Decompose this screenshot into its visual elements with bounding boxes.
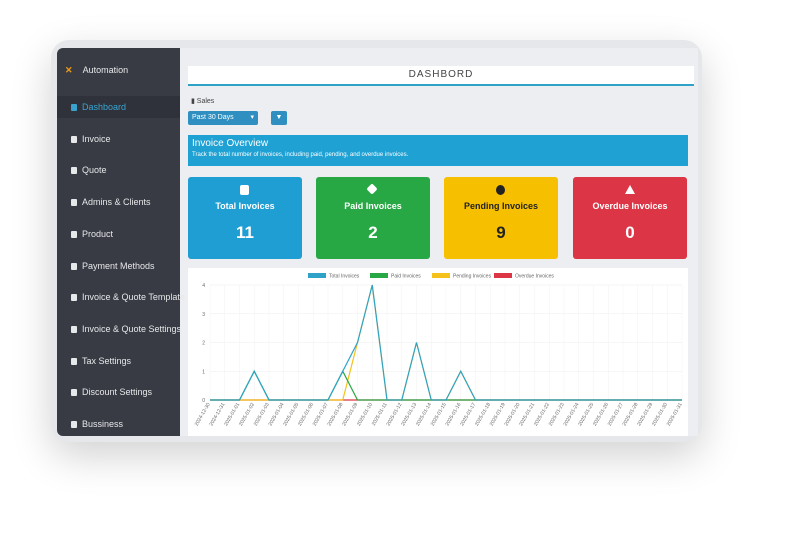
series-line — [210, 284, 682, 401]
nav-item[interactable]: Invoice — [57, 128, 180, 150]
nav-label: Payment Methods — [82, 260, 155, 271]
y-tick-label: 1 — [202, 369, 205, 375]
sales-text: Sales — [196, 98, 215, 105]
y-tick-label: 3 — [202, 312, 205, 318]
legend-swatch — [370, 273, 388, 278]
nav-label: Invoice & Quote Template — [82, 292, 185, 303]
legend-swatch — [494, 273, 512, 278]
page-title: DASHBORD — [188, 66, 694, 86]
y-tick-label: 4 — [202, 283, 205, 289]
nav-label: Dashboard — [82, 102, 127, 112]
nav-item[interactable]: Admins & Clients — [57, 191, 180, 213]
y-tick-label: 2 — [202, 341, 205, 347]
legend-label: Pending Invoices — [453, 274, 492, 280]
nav-item[interactable]: Discount Settings — [57, 381, 180, 403]
card: Paid Invoices 2 — [316, 177, 430, 259]
card-label: Total Invoices — [215, 201, 275, 211]
nav-item[interactable]: Invoice & Quote Template — [57, 286, 185, 308]
nav-item[interactable]: Quote — [57, 159, 180, 181]
card-label: Overdue Invoices — [592, 201, 668, 211]
card-label: Paid Invoices — [344, 201, 402, 211]
period-select[interactable]: Past 30 Days ▾ — [188, 111, 258, 125]
screen: ✕ Automation Dashboard Invoice Quote Admins… — [57, 48, 698, 436]
brand: ✕ Automation — [65, 65, 129, 75]
nav-item[interactable]: Invoice & Quote Settings — [57, 318, 182, 340]
brand-name: Automation — [82, 65, 129, 75]
nav-label: Discount Settings — [82, 387, 153, 398]
card-value: 11 — [236, 223, 254, 242]
card-value: 9 — [496, 223, 506, 242]
nav-label: Invoice & Quote Settings — [82, 323, 182, 334]
overview-banner: Invoice Overview Track the total number … — [188, 135, 688, 166]
filter-button[interactable]: ▼ — [271, 111, 287, 125]
nav-item[interactable]: Product — [57, 223, 180, 245]
nav-item[interactable]: Tax Settings — [57, 350, 180, 372]
nav-item[interactable]: Payment Methods — [57, 255, 180, 277]
legend-label: Overdue Invoices — [515, 274, 554, 280]
y-tick-label: 0 — [202, 398, 205, 404]
nav-label: Admins & Clients — [82, 197, 151, 208]
card: Total Invoices 11 — [188, 177, 302, 259]
legend-swatch — [308, 273, 326, 278]
card-value: 0 — [625, 223, 635, 242]
chart: 012342024-12-302024-12-312025-01-012025-… — [188, 268, 688, 436]
card: Overdue Invoices 0 — [573, 177, 687, 259]
nav-label: Bussiness — [82, 419, 124, 429]
nav-item[interactable]: Dashboard — [57, 96, 180, 118]
legend-label: Total Invoices — [329, 274, 360, 280]
nav-label: Tax Settings — [82, 355, 132, 366]
sales-label: ▮ Sales — [191, 98, 215, 105]
legend-label: Paid Invoices — [391, 274, 421, 280]
period-text: Past 30 Days — [192, 114, 234, 121]
card: Pending Invoices 9 — [444, 177, 558, 259]
card-label: Pending Invoices — [463, 201, 539, 211]
sidebar: ✕ Automation Dashboard Invoice Quote Admins… — [57, 48, 185, 436]
nav-label: Invoice — [82, 133, 111, 144]
nav-label: Product — [82, 228, 114, 239]
nav-item[interactable]: Bussiness — [57, 413, 180, 435]
legend-swatch — [432, 273, 450, 278]
card-value: 2 — [368, 223, 378, 242]
overview-title: Invoice Overview — [192, 138, 269, 149]
overview-description: Track the total number of invoices, incl… — [192, 152, 409, 158]
nav-label: Quote — [82, 165, 107, 176]
